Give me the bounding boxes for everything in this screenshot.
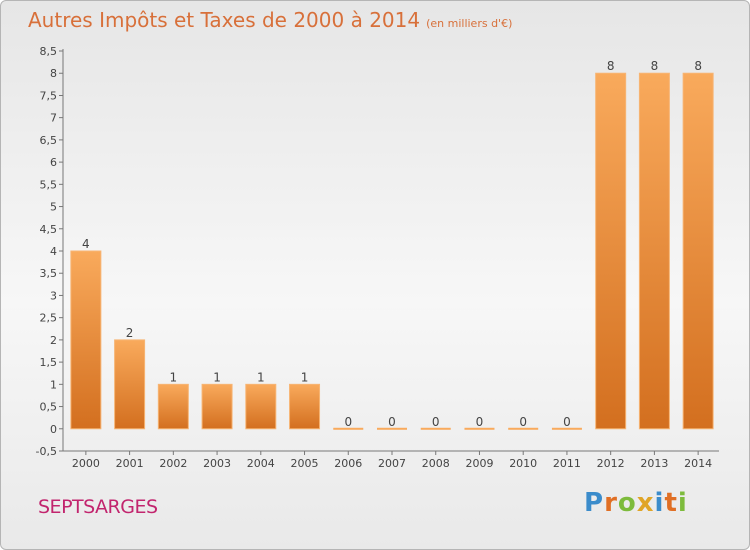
bar-labels: 4 2 1 1 1 1 0 0 0 0 0 0 8 8 8 — [82, 59, 702, 429]
x-tick-label: 2003 — [203, 457, 231, 470]
bar-value-label: 1 — [213, 370, 221, 384]
bar-value-label: 0 — [432, 415, 440, 429]
y-tick-label: 8,5 — [40, 45, 58, 58]
logo-letter: P — [584, 488, 605, 518]
x-tick-label: 2014 — [684, 457, 712, 470]
y-tick-label: 2 — [50, 334, 57, 347]
bar — [508, 427, 539, 430]
x-axis: 2000 2001 2002 2003 2004 2005 2006 2007 2008 2009… — [63, 450, 719, 470]
y-tick-label: 4,5 — [40, 223, 58, 236]
bar-value-label: 8 — [607, 59, 615, 73]
proxiti-logo[interactable]: Proxiti — [584, 488, 688, 518]
bar-value-label: 8 — [651, 59, 659, 73]
x-tick-label: 2011 — [553, 457, 581, 470]
x-tick-label: 2005 — [291, 457, 319, 470]
y-tick-label: 6 — [50, 156, 57, 169]
y-tick-label: 6,5 — [40, 134, 58, 147]
x-tick-label: 2008 — [422, 457, 450, 470]
x-tick-label: 2010 — [509, 457, 537, 470]
logo-letter: x — [636, 488, 655, 518]
x-tick-label: 2012 — [597, 457, 625, 470]
y-tick-label: 1 — [50, 378, 57, 391]
bar-value-label: 1 — [257, 370, 265, 384]
bar — [333, 427, 364, 430]
x-tick-label: 2004 — [247, 457, 275, 470]
bar-value-label: 8 — [694, 59, 702, 73]
commune-name: SEPTSARGES — [38, 496, 158, 518]
y-tick-label: 5 — [50, 201, 57, 214]
bar-value-label: 0 — [519, 415, 527, 429]
logo-letter: t — [664, 488, 678, 518]
y-tick-label: 7,5 — [40, 89, 58, 102]
logo-letter: i — [677, 488, 688, 518]
x-tick-label: 2002 — [159, 457, 187, 470]
y-axis: -0,5 0 0,5 1 1,5 2 2,5 3 3,5 4 4,5 5 5,5 6 6,5 7 7,5 8 8,5 — [36, 45, 64, 458]
chart-title-unit: (en milliers d'€) — [426, 17, 513, 30]
y-tick-label: 8 — [50, 67, 57, 80]
logo-letter: o — [617, 488, 637, 518]
y-tick-label: 7 — [50, 112, 57, 125]
y-tick-label: 3,5 — [40, 267, 58, 280]
bar — [377, 427, 407, 430]
bar — [201, 383, 233, 430]
bar — [245, 383, 277, 430]
bar — [420, 427, 451, 430]
bar — [464, 427, 495, 430]
bar — [595, 72, 627, 430]
bar — [682, 72, 714, 430]
bar — [70, 250, 102, 430]
y-tick-label: 2,5 — [40, 312, 58, 325]
y-tick-label: 3 — [50, 289, 57, 302]
bar — [114, 339, 146, 430]
x-tick-label: 2007 — [378, 457, 406, 470]
bar-value-label: 4 — [82, 237, 90, 251]
bar-value-label: 1 — [301, 370, 309, 384]
bars — [70, 72, 714, 430]
bar-value-label: 0 — [563, 415, 571, 429]
bar-value-label: 0 — [388, 415, 396, 429]
x-tick-label: 2009 — [465, 457, 493, 470]
bar-value-label: 0 — [344, 415, 352, 429]
y-tick-label: 1,5 — [40, 356, 58, 369]
y-tick-label: -0,5 — [36, 445, 57, 458]
x-tick-label: 2000 — [72, 457, 100, 470]
y-tick-label: 0 — [50, 423, 57, 436]
logo-letter: r — [604, 488, 618, 518]
chart-title-main: Autres Impôts et Taxes de 2000 à 2014 — [28, 8, 421, 32]
bar — [638, 72, 670, 430]
chart-title: Autres Impôts et Taxes de 2000 à 2014 (en… — [28, 8, 512, 32]
bar-value-label: 1 — [170, 370, 178, 384]
y-tick-label: 5,5 — [40, 178, 58, 191]
x-tick-label: 2006 — [334, 457, 362, 470]
logo-letter: i — [654, 488, 665, 518]
bar — [157, 383, 189, 430]
bar — [551, 427, 582, 430]
bar — [289, 383, 321, 430]
x-tick-label: 2013 — [640, 457, 668, 470]
y-tick-label: 0,5 — [40, 401, 58, 414]
y-tick-label: 4 — [50, 245, 57, 258]
bar-value-label: 0 — [476, 415, 484, 429]
x-tick-label: 2001 — [116, 457, 144, 470]
bar-value-label: 2 — [126, 326, 134, 340]
